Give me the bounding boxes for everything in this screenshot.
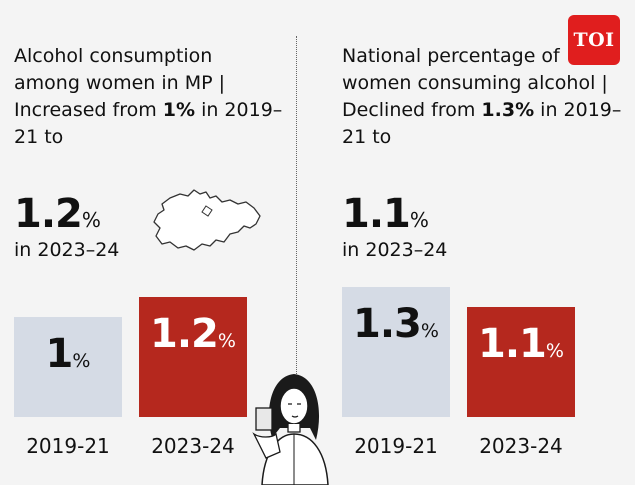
toi-logo: TOI [568,15,620,65]
mp-value-label-2019-21: 1% [46,331,91,377]
national-category-label-2023-24: 2023-24 [479,434,563,458]
national-bar-2023-24 [467,307,575,417]
national-big-number: 1.1 [342,191,411,237]
mp-heading-bold: 1% [162,99,196,121]
national-big-value: 1.1% [342,194,429,234]
mp-value-label-2023-24: 1.2% [150,311,236,357]
panel-divider [296,36,297,376]
national-value-label-2019-21: 1.3% [353,301,439,347]
mp-heading-suffix: in 2019–21 to [14,99,283,148]
mp-heading-text: Alcohol consumption among women in MP | … [14,45,226,121]
mp-category-label-2023-24: 2023-24 [151,434,235,458]
mp-map-icon [153,189,261,251]
mp-bar-2019-21 [14,317,122,417]
mp-panel: Alcohol consumption among women in MP | … [0,0,300,485]
mp-bar-2023-24 [139,297,247,417]
mp-big-value: 1.2% [14,194,101,234]
national-bar-2019-21 [342,287,450,417]
mp-big-unit: % [81,208,101,232]
mp-in-year: in 2023–24 [14,239,120,261]
national-heading-suffix: in 2019–21 to [342,99,622,148]
national-heading-text: National percentage of women consuming a… [342,45,608,121]
national-in-year: in 2023–24 [342,239,448,261]
national-heading: National percentage of women consuming a… [342,43,627,151]
mp-heading: Alcohol consumption among women in MP | … [14,43,284,151]
woman-holding-glass-icon [252,374,329,485]
mp-bar-chart: 1% 2019-21 1.2% 2023-24 [14,297,247,458]
national-category-label-2019-21: 2019-21 [354,434,438,458]
national-bar-chart: 1.3% 2019-21 1.1% 2023-24 [342,287,575,458]
national-panel: National percentage of women consuming a… [300,0,635,485]
national-value-label-2023-24: 1.1% [478,321,564,367]
national-big-unit: % [409,208,429,232]
national-heading-bold: 1.3% [481,99,535,121]
mp-category-label-2019-21: 2019-21 [26,434,110,458]
mp-big-number: 1.2 [14,191,83,237]
